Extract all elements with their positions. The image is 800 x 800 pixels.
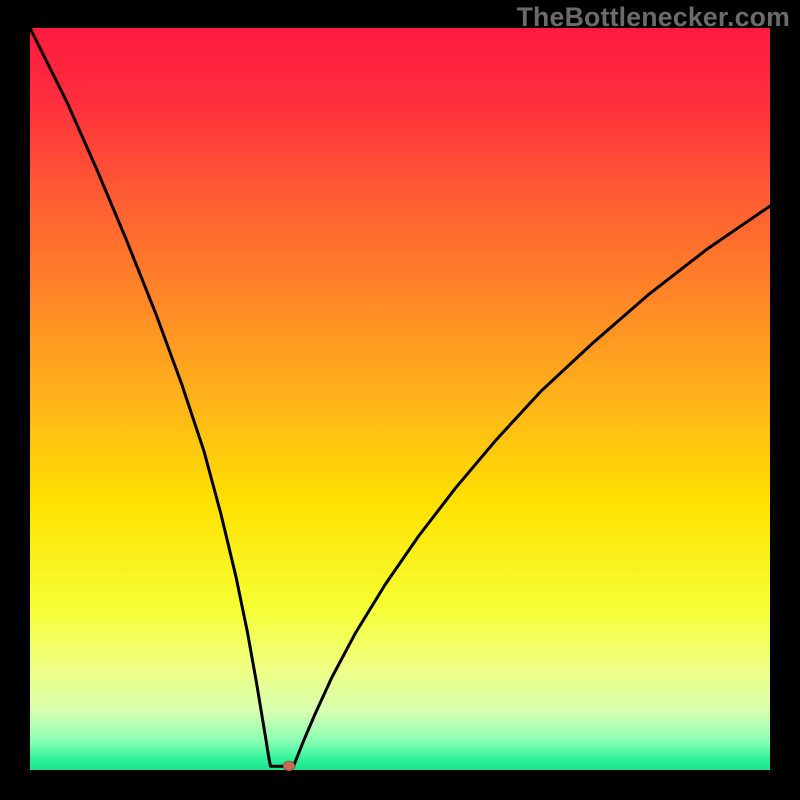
plot-area xyxy=(30,28,770,770)
bottleneck-curve xyxy=(30,28,770,770)
curve-path xyxy=(30,28,770,766)
chart-frame: TheBottlenecker.com xyxy=(0,0,800,800)
